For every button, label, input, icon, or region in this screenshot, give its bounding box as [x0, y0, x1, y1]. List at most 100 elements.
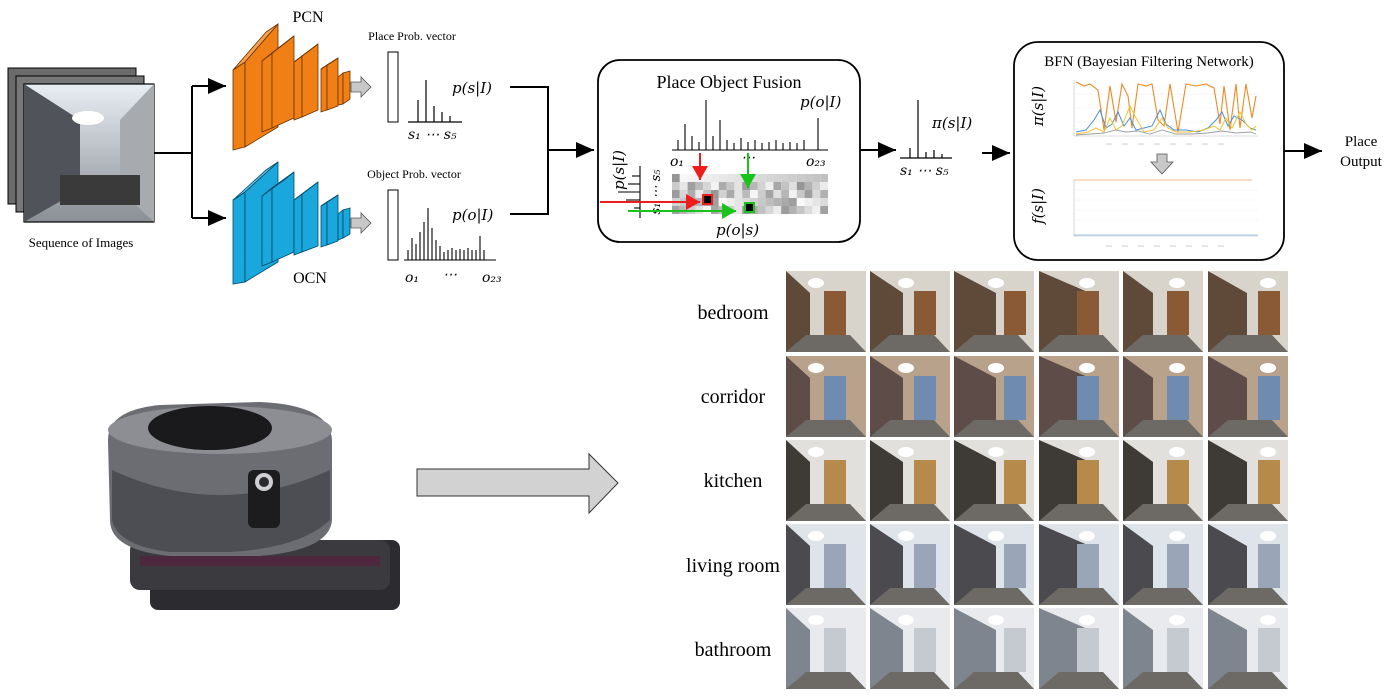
- bfn-transition-arrow: [1150, 153, 1174, 175]
- matrix-cell: [812, 174, 821, 182]
- matrix-cell: [789, 182, 797, 190]
- matrix-cell: [757, 206, 766, 214]
- class-label-kitchen: kitchen: [704, 470, 763, 492]
- matrix-cell: [734, 182, 743, 190]
- matrix-cell: [672, 174, 680, 182]
- room-photo: [954, 440, 1034, 521]
- matrix-cell: [679, 182, 688, 190]
- matrix-cell: [773, 198, 782, 206]
- matrix-cell: [687, 182, 696, 190]
- matrix-cell: [734, 198, 743, 206]
- matrix-cell: [804, 198, 813, 206]
- matrix-cell: [757, 190, 766, 198]
- room-photo: [786, 356, 866, 437]
- class-label-bedroom: bedroom: [697, 302, 769, 324]
- matrix-cell: [820, 174, 828, 182]
- matrix-cell: [765, 182, 774, 190]
- matrix-cell: [781, 198, 789, 206]
- matrix-cell: [820, 198, 828, 206]
- matrix-cell: [781, 182, 789, 190]
- output-line-2: Output: [1340, 154, 1383, 170]
- fusion-object-histogram: [672, 100, 828, 151]
- matrix-cell: [781, 174, 789, 182]
- matrix-cell: [765, 198, 774, 206]
- matrix-cell: [726, 190, 735, 198]
- room-photo: [954, 524, 1034, 605]
- matrix-cell: [796, 190, 805, 198]
- matrix-cell: [711, 190, 719, 198]
- photo-gallery: [786, 271, 1288, 689]
- room-photo: [1123, 440, 1203, 521]
- matrix-cell: [820, 190, 828, 198]
- room-photo: [1123, 356, 1203, 437]
- matrix-cell: [773, 174, 782, 182]
- room-photo: [1208, 608, 1288, 689]
- matrix-cell: [820, 206, 828, 214]
- ocn-network: [232, 161, 351, 285]
- room-photo: [1039, 356, 1119, 437]
- room-photo: [786, 524, 866, 605]
- fusion-o-end: o₂₃: [806, 154, 826, 170]
- matrix-cell: [703, 174, 711, 182]
- p-o-given-i-label: p(o|I): [452, 206, 493, 224]
- fusion-s-axis: s₁ ⋯ s₅: [649, 169, 664, 215]
- output-line-1: Place: [1345, 134, 1378, 150]
- object-vector-box: [387, 189, 399, 261]
- room-photo: [786, 271, 866, 352]
- room-photo: [870, 356, 950, 437]
- matrix-cell: [812, 206, 821, 214]
- room-photo: [870, 608, 950, 689]
- room-photo: [1208, 524, 1288, 605]
- matrix-cell: [672, 182, 680, 190]
- matrix-cell: [718, 198, 727, 206]
- object-o-start: o₁: [405, 270, 419, 286]
- pcn-network: [232, 22, 351, 151]
- matrix-cell: [750, 182, 758, 190]
- room-photo: [1208, 271, 1288, 352]
- matrix-cell: [773, 190, 782, 198]
- room-photo: [1039, 608, 1119, 689]
- class-label-bathroom: bathroom: [695, 639, 772, 661]
- matrix-cell: [789, 206, 797, 214]
- matrix-cell: [726, 174, 735, 182]
- room-photo: [954, 608, 1034, 689]
- matrix-cell: [750, 190, 758, 198]
- matrix-cell: [781, 206, 789, 214]
- robot-image: [108, 402, 400, 610]
- matrix-cell: [796, 198, 805, 206]
- room-photo: [870, 271, 950, 352]
- matrix-cell: [773, 206, 782, 214]
- matrix-cell: [672, 190, 680, 198]
- matrix-cell: [789, 198, 797, 206]
- matrix-cell: [742, 190, 750, 198]
- object-histogram: [404, 208, 496, 261]
- matrix-cell: [679, 174, 688, 182]
- matrix-cell: [734, 190, 743, 198]
- room-photo: [954, 271, 1034, 352]
- matrix-cell: [796, 174, 805, 182]
- fused-s-axis: s₁ ⋯ s₅: [900, 163, 949, 179]
- matrix-cell: [718, 174, 727, 182]
- matrix-cell: [781, 190, 789, 198]
- room-photo: [954, 356, 1034, 437]
- input-image-stack: [7, 67, 155, 223]
- red-highlight-cell: [702, 194, 713, 205]
- matrix-cell: [695, 182, 704, 190]
- bfn-f-axis: f(s|I): [1029, 188, 1047, 225]
- bfn-f-plot: [1073, 179, 1258, 247]
- matrix-cell: [796, 182, 805, 190]
- ocn-label: OCN: [293, 270, 327, 287]
- place-histogram: [408, 80, 462, 123]
- room-photo: [1039, 440, 1119, 521]
- matrix-cell: [804, 182, 813, 190]
- matrix-cell: [796, 206, 805, 214]
- object-vector-label: Object Prob. vector: [367, 167, 461, 181]
- matrix-cell: [679, 190, 688, 198]
- matrix-cell: [757, 174, 766, 182]
- class-label-living-room: living room: [686, 555, 780, 577]
- room-photo: [870, 524, 950, 605]
- matrix-cell: [718, 190, 727, 198]
- matrix-cell: [687, 190, 696, 198]
- room-photo: [1123, 524, 1203, 605]
- matrix-cell: [804, 206, 813, 214]
